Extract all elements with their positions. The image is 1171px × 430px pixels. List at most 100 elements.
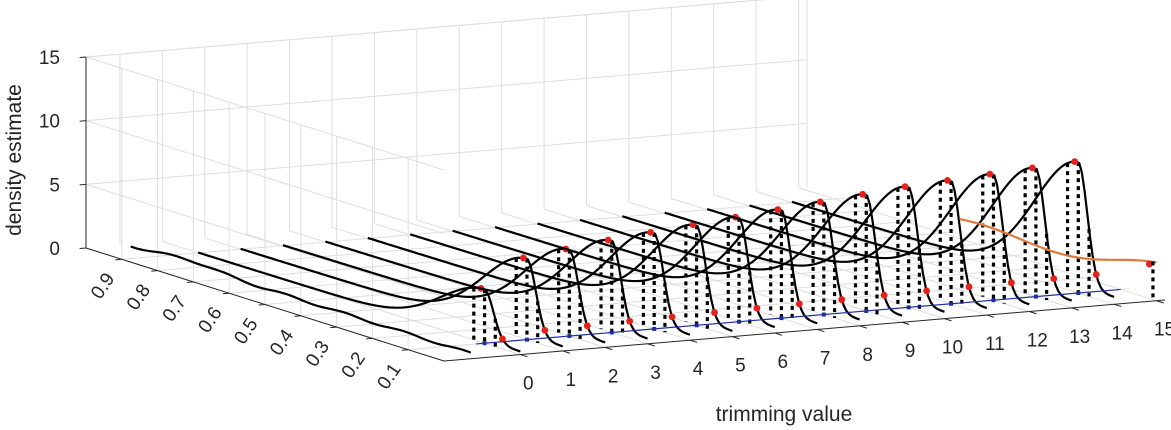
x-tick-mark: [732, 336, 740, 340]
peak-marker: [880, 291, 888, 299]
x-tick-label: 1: [565, 370, 576, 391]
peak-marker: [901, 183, 909, 191]
density-curve-line: [959, 217, 1157, 264]
grid-line: [85, 59, 808, 122]
peak-marker: [1145, 260, 1153, 268]
density-curve-5: [409, 221, 733, 332]
x-tick-label: 11: [985, 334, 1005, 355]
peak-marker: [541, 326, 549, 334]
y-tick-mark: [222, 292, 230, 295]
density-curve-14: [791, 158, 1115, 298]
density-curve-15: [959, 217, 1157, 300]
density-curve-1: [240, 247, 564, 348]
peak-marker: [923, 287, 930, 295]
density-curve-12: [706, 170, 1030, 306]
peak-marker: [1071, 158, 1079, 165]
peak-marker: [965, 283, 973, 291]
peak-marker: [795, 300, 803, 308]
x-tick-label: 12: [1027, 330, 1048, 351]
grid-line: [85, 0, 766, 58]
x-tick-mark: [1113, 303, 1122, 308]
grid-line: [85, 122, 808, 185]
grid-line: [372, 276, 1094, 339]
y-tick-mark: [258, 304, 266, 306]
density-curve-13: [749, 164, 1073, 302]
y-tick-label: 0.2: [338, 349, 370, 383]
y-tick-label: 0.8: [123, 281, 155, 315]
axis-lines: [79, 56, 1166, 362]
x-tick-mark: [520, 354, 528, 358]
x-tick-label: 13: [1069, 327, 1090, 348]
y-tick-label: 0.3: [302, 337, 334, 371]
density-curve-9: [579, 190, 903, 317]
y-tick-mark: [365, 337, 373, 340]
density-series: [130, 158, 1157, 354]
peak-marker: [583, 322, 591, 330]
x-tick-mark: [1029, 311, 1037, 315]
density-curve-line: [452, 216, 776, 329]
x-tick-mark: [774, 332, 783, 336]
peak-marker: [711, 309, 718, 316]
peak-marker: [1092, 271, 1100, 278]
z-tick-mark: [79, 56, 87, 59]
density-curve-line: [409, 223, 733, 332]
x-tick-mark: [562, 350, 571, 354]
peak-marker: [626, 317, 634, 325]
grid-line: [85, 120, 445, 235]
y-tick-label: 0.5: [230, 315, 262, 349]
peak-marker: [1007, 279, 1015, 287]
x-tick-mark: [689, 339, 698, 343]
z-tick-label: 10: [39, 112, 60, 133]
density-curve-line: [706, 173, 1030, 306]
density-curve-line: [791, 160, 1115, 298]
density-curve-line: [537, 200, 860, 321]
x-tick-label: 7: [820, 348, 831, 369]
density-curve-line: [621, 185, 945, 313]
grid-line: [85, 0, 766, 58]
x-tick-label: 2: [608, 366, 619, 387]
peak-marker: [986, 170, 994, 178]
peak-marker: [774, 206, 782, 213]
peak-marker: [604, 236, 612, 244]
peak-marker: [668, 313, 676, 321]
x-tick-mark: [647, 343, 655, 347]
x-tick-mark: [859, 325, 867, 329]
density-curve-line: [749, 166, 1073, 302]
peak-marker: [944, 177, 951, 184]
x-tick-label: 5: [735, 356, 746, 377]
x-tick-mark: [605, 346, 613, 351]
y-tick-mark: [294, 315, 301, 317]
x-tick-label: 6: [778, 352, 789, 373]
x-tick-label: 15: [1154, 320, 1171, 341]
y-tick-mark: [186, 281, 194, 283]
grid-line: [336, 265, 1058, 328]
density-curve-4: [367, 228, 691, 336]
z-tick-mark: [79, 183, 87, 186]
peak-marker: [499, 335, 506, 343]
x-tick-label: 4: [693, 359, 704, 380]
y-tick-label: 0.4: [266, 326, 298, 360]
peak-marker: [816, 198, 824, 206]
density-curve--1: [130, 245, 472, 354]
x-tick-label: 8: [862, 345, 873, 366]
x-axis-line: [443, 299, 1166, 362]
z-tick-mark: [79, 120, 87, 122]
density-curve-line: [367, 231, 691, 336]
x-tick-label: 10: [942, 338, 963, 359]
y-tick-label: 0.6: [195, 303, 227, 337]
y-tick-mark: [401, 349, 409, 351]
z-tick-label: 0: [49, 239, 60, 260]
y-tick-label: 0.7: [159, 292, 191, 326]
density-curve-line: [240, 247, 564, 348]
x-axis-label: trimming value: [716, 403, 853, 426]
y-tick-mark: [115, 258, 122, 261]
peak-marker: [1028, 164, 1036, 172]
y-tick-mark: [151, 270, 158, 272]
z-axis-label: density estimate: [3, 84, 26, 236]
z-tick-label: 15: [39, 48, 60, 69]
x-tick-label: 3: [650, 363, 661, 384]
y-tick-label: 0.9: [87, 269, 119, 303]
peak-marker: [519, 254, 527, 262]
z-tick-mark: [79, 247, 87, 250]
